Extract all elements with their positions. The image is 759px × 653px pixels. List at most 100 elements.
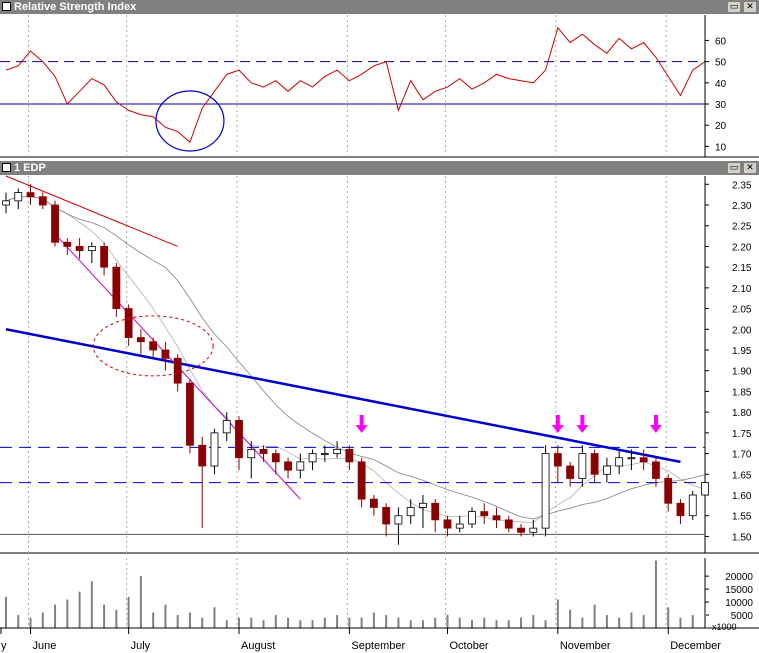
rsi-tick-label: 50 [715,58,727,69]
volume-panel: 20000 15000 10000 5000 [0,558,759,628]
x-tick-label: August [241,640,275,652]
volume-bar [446,615,449,628]
x-tick-label: y [1,640,7,652]
volume-tick-label: 5000 [731,611,754,622]
volume-bar [605,615,608,628]
panel-icon[interactable] [2,2,11,11]
candle-body [63,241,72,247]
volume-bar [66,599,69,628]
price-tick-label: 2.05 [732,305,752,316]
rsi-highlight-ellipse [155,90,225,152]
candle-body [75,246,84,251]
volume-tick-label: 10000 [725,598,753,609]
price-panel-titlebar: 1 EDP ▭ ✕ [0,161,759,175]
trendline [5,328,681,464]
volume-bar [556,599,559,628]
rsi-series-line [5,26,706,144]
price-tick-label: 2.20 [732,242,752,253]
price-tick-label: 1.75 [732,429,752,440]
volume-bar [421,620,424,628]
price-tick-label: 2.00 [732,325,752,336]
volume-bar [532,615,535,628]
candle-body [688,494,697,517]
trendline [5,175,178,247]
candle-body [320,453,329,455]
volume-bar [507,620,510,628]
volume-bar [667,607,670,628]
rsi-background [0,15,759,157]
candle-body [112,266,121,309]
candle-body [431,502,440,521]
volume-bar [409,620,412,628]
rsi-close-button[interactable]: ✕ [743,1,757,13]
rsi-tick-label: 10 [715,142,727,153]
price-tick-label: 1.50 [732,532,752,543]
candle-body [247,449,256,459]
candle-body [419,502,427,508]
candle-body [51,204,59,243]
panel-icon[interactable] [2,163,11,172]
arrow-marker-stem [359,415,364,425]
candle-body [480,511,489,517]
price-tick-label: 2.30 [732,201,752,212]
volume-bar [397,617,400,628]
volume-bar [103,604,106,628]
rsi-tick-label: 60 [715,36,727,47]
volume-bar [115,609,118,628]
volume-bar [544,620,547,628]
price-close-button[interactable]: ✕ [743,162,757,174]
volume-bar [139,576,142,628]
consolidation-ellipse [92,315,214,377]
candle-body [284,461,292,471]
rsi-panel: 10 20 30 40 50 60 [0,15,759,158]
x-axis: y June July August September October November D… [0,627,759,652]
rsi-minimize-button[interactable]: ▭ [727,1,741,13]
volume-multiplier-label: x1000 [712,622,737,632]
price-panel-title: 1 EDP [14,162,46,174]
volume-bar [569,609,572,628]
rsi-tick-label: 40 [715,79,727,90]
candle-body [198,444,207,467]
moving-average-line [5,196,706,524]
arrow-marker-head [649,425,662,433]
candle-body [100,246,109,268]
volume-bar [188,612,191,628]
rsi-tick-label: 20 [715,121,727,132]
candle-body [26,192,35,198]
candle-body [602,465,611,475]
price-tick-label: 2.35 [732,180,752,191]
volume-bar [483,617,486,628]
candle-body [615,457,624,467]
price-minimize-button[interactable]: ▭ [727,162,741,174]
candle-body [14,192,23,202]
volume-bar [238,617,240,628]
candle-body [652,461,660,479]
price-tick-label: 2.25 [732,222,752,233]
price-tick-label: 1.65 [732,470,752,481]
candle-body [308,453,317,463]
candle-body [333,449,342,454]
candle-body [38,196,47,206]
volume-bar [201,617,204,628]
rsi-panel-titlebar: Relative Strength Index ▭ ✕ [0,0,759,14]
candle-body [210,432,219,467]
volume-bar [287,617,290,628]
candle-body [259,449,268,454]
candle-body [173,357,182,384]
volume-bar [581,617,584,628]
candle-body [443,519,452,529]
volume-bar [348,617,351,628]
volume-tick-label: 15000 [725,585,753,596]
volume-bar [372,612,375,628]
volume-bar [642,615,645,628]
volume-bar [654,560,657,628]
candle-body [639,457,648,463]
candle-body [271,453,280,463]
volume-tick-label: 20000 [725,572,753,583]
price-tick-label: 1.70 [732,450,752,461]
x-tick-label: June [33,640,57,652]
volume-bar [336,615,339,628]
candle-body [136,337,145,343]
candle-body [566,465,575,479]
